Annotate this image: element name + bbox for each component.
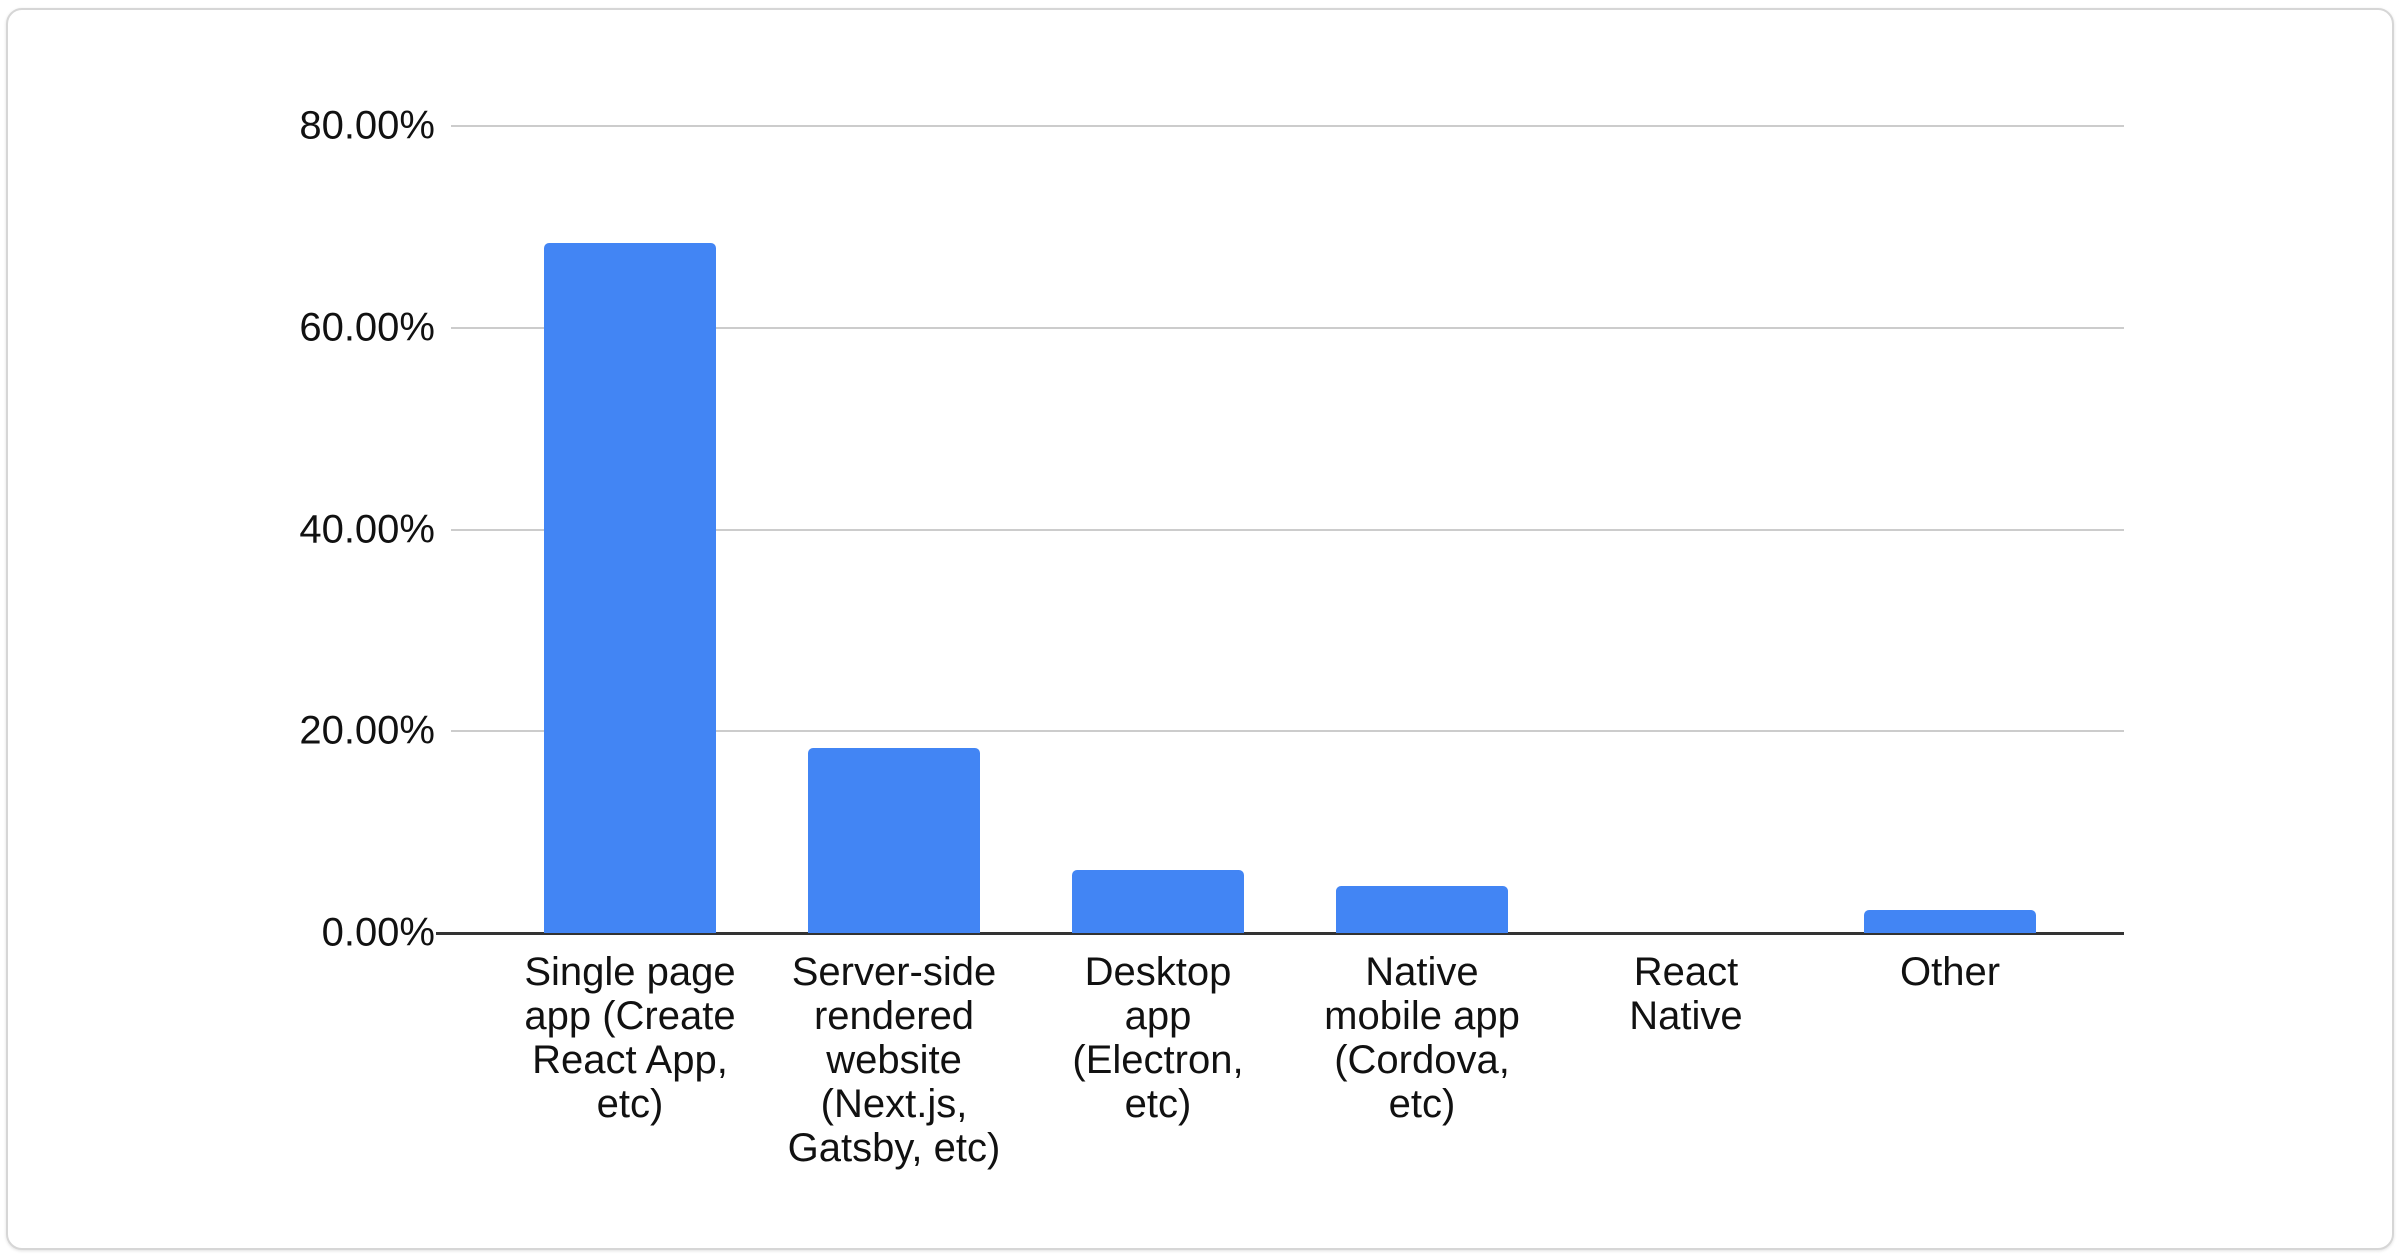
- gridline: [451, 730, 2124, 733]
- gridline: [451, 528, 2124, 531]
- bar-1: [544, 243, 716, 933]
- x-axis-category-label: Single page app (Create React App, etc): [524, 950, 736, 1126]
- gridline: [451, 326, 2124, 329]
- bar-6: [1864, 910, 2036, 933]
- x-axis-category-label: Desktop app (Electron, etc): [1072, 950, 1244, 1126]
- x-axis-category-label: Server-side rendered website (Next.js, G…: [787, 950, 1001, 1170]
- y-axis-tick-label: 0.00%: [321, 910, 435, 955]
- x-axis-category-label: Other: [1899, 950, 2001, 994]
- y-axis-tick-label: 40.00%: [299, 507, 435, 551]
- chart-card: 80.00% 60.00% 40.00% 20.00% 0.00% Single pag…: [6, 8, 2394, 1250]
- bar-chart: 80.00% 60.00% 40.00% 20.00% 0.00% Single pag…: [8, 10, 2392, 1248]
- x-axis-baseline: [436, 932, 2124, 935]
- bar-2: [808, 748, 980, 933]
- x-axis-category-label: React Native: [1629, 950, 1743, 1038]
- y-axis-tick-label: 60.00%: [299, 305, 435, 350]
- gridline: [451, 125, 2124, 127]
- bar-4: [1336, 886, 1508, 933]
- bar-3: [1072, 870, 1244, 933]
- y-axis-tick-label: 80.00%: [299, 103, 435, 148]
- x-axis-category-label: Native mobile app (Cordova, etc): [1324, 950, 1520, 1126]
- y-axis-tick-label: 20.00%: [299, 708, 435, 753]
